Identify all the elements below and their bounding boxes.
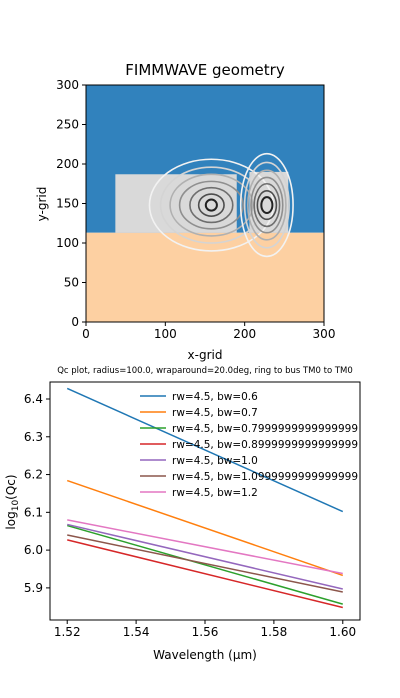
geometry-title: FIMMWAVE geometry	[125, 61, 285, 79]
y-tick-label: 6.2	[24, 468, 43, 482]
geometry-y-ticks: 0 50 100 150 200 250 300	[56, 78, 86, 329]
y-tick-label: 100	[56, 236, 79, 250]
qc-x-label: Wavelength (µm)	[153, 648, 257, 662]
y-tick-label: 250	[56, 118, 79, 132]
x-tick-label: 300	[313, 327, 336, 341]
legend-label-1: rw=4.5, bw=0.6	[172, 391, 258, 403]
legend-label-4: rw=4.5, bw=0.8999999999999999	[172, 439, 358, 451]
x-tick-label: 1.60	[329, 625, 356, 639]
qc-chart: Qc plot, radius=100.0, wraparound=20.0de…	[4, 366, 360, 662]
legend-label-5: rw=4.5, bw=1.0	[172, 455, 258, 467]
x-tick-label: 1.56	[192, 625, 219, 639]
geometry-chart: FIMMWAVE geometry 0 100 200 300 0 50 100 150 20…	[35, 61, 335, 362]
x-tick-label: 1.54	[123, 625, 150, 639]
geometry-y-label: y-grid	[35, 187, 49, 222]
x-tick-label: 0	[82, 327, 90, 341]
qc-x-ticks: 1.52 1.54 1.56 1.58 1.60	[54, 620, 356, 639]
qc-title: Qc plot, radius=100.0, wraparound=20.0de…	[57, 366, 353, 376]
y-tick-label: 6.1	[24, 505, 43, 519]
y-tick-label: 200	[56, 157, 79, 171]
qc-y-label-base: log	[4, 511, 18, 529]
qc-y-label-tail: (Qc)	[4, 474, 18, 499]
legend-label-6: rw=4.5, bw=1.0999999999999999	[172, 471, 358, 483]
x-tick-label: 100	[154, 327, 177, 341]
x-tick-label: 1.58	[261, 625, 288, 639]
x-tick-label: 200	[233, 327, 256, 341]
y-tick-label: 300	[56, 78, 79, 92]
qc-y-label-subscript: 10	[11, 500, 21, 512]
y-tick-label: 150	[56, 197, 79, 211]
y-tick-label: 50	[64, 276, 79, 290]
legend-label-3: rw=4.5, bw=0.7999999999999999	[172, 423, 358, 435]
region-ring-waveguide	[115, 174, 236, 232]
geometry-x-ticks: 0 100 200 300	[82, 322, 335, 341]
y-tick-label: 6.0	[24, 543, 43, 557]
region-substrate	[86, 233, 324, 322]
geometry-plot-area	[86, 85, 324, 322]
legend-label-2: rw=4.5, bw=0.7	[172, 407, 258, 419]
y-tick-label: 6.4	[24, 392, 43, 406]
qc-y-ticks: 5.9 6.0 6.1 6.2 6.3 6.4	[24, 392, 50, 595]
qc-y-label: log10(Qc)	[4, 474, 21, 529]
y-tick-label: 5.9	[24, 581, 43, 595]
y-tick-label: 0	[71, 315, 79, 329]
y-tick-label: 6.3	[24, 430, 43, 444]
x-tick-label: 1.52	[54, 625, 81, 639]
geometry-x-label: x-grid	[188, 348, 223, 362]
legend-label-7: rw=4.5, bw=1.2	[172, 487, 258, 499]
